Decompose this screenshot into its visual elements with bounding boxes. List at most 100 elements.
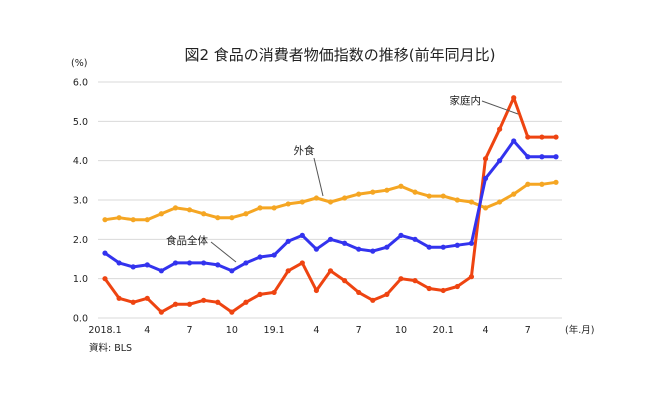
data-point [426, 193, 432, 199]
data-point [426, 285, 432, 292]
x-tick-label: 4 [483, 325, 489, 336]
data-point [299, 232, 305, 238]
data-point [454, 242, 460, 248]
source-note: 資料: BLS [89, 342, 132, 354]
data-point [172, 260, 179, 266]
annotation-leader [210, 241, 237, 263]
annotation-label: 外食 [294, 144, 315, 157]
data-point [412, 278, 418, 284]
data-point [130, 299, 136, 305]
y-tick-label: 6.0 [73, 78, 88, 89]
data-point [299, 199, 305, 205]
x-tick-label: 7 [187, 325, 193, 336]
data-point [454, 283, 460, 290]
data-point [327, 236, 334, 242]
annotation-leader [313, 157, 324, 197]
data-point [215, 215, 221, 221]
data-point [257, 254, 263, 260]
data-point [356, 191, 362, 197]
data-point [313, 246, 320, 252]
data-point [384, 187, 390, 193]
data-point [370, 189, 376, 195]
data-point [285, 268, 291, 274]
data-point [130, 264, 136, 270]
data-point [341, 240, 348, 246]
data-point [271, 289, 277, 296]
data-point [201, 260, 207, 266]
data-point [384, 291, 390, 297]
data-point [229, 309, 235, 315]
data-point [201, 211, 207, 217]
data-point [440, 287, 446, 294]
series-lines [102, 95, 559, 315]
data-point [370, 248, 376, 254]
data-point [468, 274, 475, 280]
y-tick-label: 1.0 [73, 274, 88, 285]
data-point [482, 205, 489, 211]
data-point [201, 297, 207, 303]
series-1 [102, 179, 559, 223]
data-point [257, 291, 263, 297]
data-point [116, 260, 122, 266]
data-point [398, 183, 404, 189]
data-point [271, 252, 277, 258]
data-point [341, 195, 348, 201]
data-point [539, 181, 545, 187]
x-tick-label: 10 [226, 325, 238, 336]
y-tick-label: 4.0 [73, 156, 88, 167]
data-point [172, 301, 179, 307]
data-point [186, 207, 193, 213]
data-point [454, 197, 460, 203]
data-point [511, 191, 517, 197]
data-point [384, 244, 390, 250]
data-point [482, 156, 489, 162]
data-point [553, 154, 559, 160]
data-point [243, 299, 249, 305]
data-point [313, 195, 320, 201]
data-point [102, 276, 108, 282]
series-line [103, 96, 556, 314]
data-point [229, 215, 235, 221]
data-point [243, 260, 249, 266]
data-point [186, 301, 193, 307]
data-point [539, 134, 545, 140]
x-tick-label: 2018.1 [88, 325, 121, 336]
data-point [144, 217, 150, 223]
data-point [243, 211, 249, 217]
data-point [398, 276, 404, 282]
data-point [215, 299, 221, 305]
x-tick-label: 19.1 [264, 325, 285, 336]
data-point [511, 138, 517, 144]
data-point [482, 175, 489, 181]
data-point [497, 158, 503, 164]
data-point [271, 205, 277, 211]
x-tick-label: 4 [313, 325, 319, 336]
data-point [257, 205, 263, 211]
data-point [299, 260, 305, 266]
y-tick-label: 5.0 [73, 117, 88, 128]
data-point [144, 295, 150, 301]
data-point [229, 268, 235, 274]
data-point [102, 250, 108, 256]
data-point [356, 289, 362, 296]
annotation-label: 食品全体 [166, 234, 208, 247]
series-2 [102, 138, 559, 274]
data-point [440, 244, 446, 250]
data-point [525, 134, 531, 140]
data-point [327, 199, 334, 205]
data-point [116, 215, 122, 221]
x-tick-label: 4 [144, 325, 150, 336]
data-point [525, 181, 531, 187]
y-tick-label: 0.0 [73, 314, 88, 325]
data-point [412, 236, 418, 242]
data-point [313, 287, 320, 294]
x-tick-label: 7 [525, 325, 531, 336]
data-point [356, 246, 362, 252]
data-point [497, 199, 503, 205]
data-point [130, 217, 136, 223]
data-point [440, 193, 446, 199]
data-point [186, 260, 193, 266]
data-point [426, 244, 432, 250]
